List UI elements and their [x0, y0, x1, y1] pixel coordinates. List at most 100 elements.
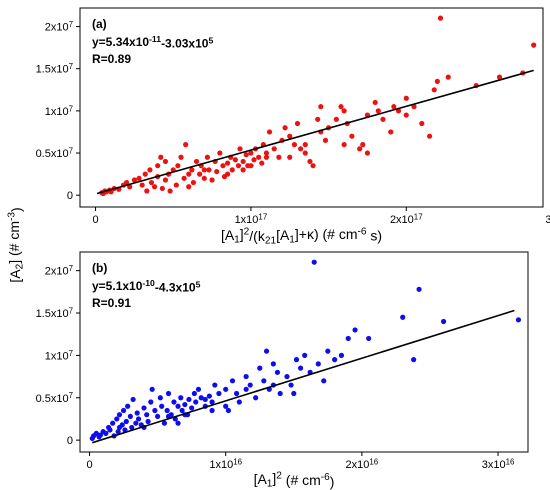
data-point — [257, 365, 263, 371]
data-point — [341, 108, 347, 114]
fit-annotation: R=0.89 — [92, 52, 131, 66]
data-point — [345, 335, 351, 342]
data-point — [302, 150, 308, 156]
data-point — [307, 158, 313, 165]
data-point — [247, 382, 253, 388]
data-point — [162, 177, 169, 183]
y-tick-label: 1.5x107​ — [36, 306, 73, 320]
data-point — [403, 95, 409, 101]
data-point — [201, 167, 207, 173]
data-point — [149, 386, 155, 392]
data-point — [129, 424, 135, 431]
data-point — [318, 104, 324, 110]
panel-label: (a) — [92, 17, 107, 31]
data-point — [155, 413, 161, 420]
data-point — [411, 104, 417, 110]
fit-line — [92, 309, 515, 444]
data-point — [445, 74, 451, 80]
data-point — [352, 327, 358, 333]
data-point — [114, 416, 120, 422]
data-point — [186, 171, 192, 177]
data-point — [243, 386, 249, 392]
data-point — [134, 410, 140, 416]
data-point — [237, 146, 243, 152]
data-point — [179, 407, 185, 414]
data-point — [195, 386, 202, 392]
data-point — [225, 160, 231, 166]
data-point — [136, 175, 142, 181]
data-point — [261, 378, 267, 384]
data-point — [178, 395, 184, 401]
data-point — [233, 390, 240, 397]
data-point — [251, 157, 257, 163]
y-tick-label: 1.5x107​ — [36, 62, 73, 76]
data-point — [287, 154, 293, 160]
data-point — [434, 78, 440, 84]
data-point — [223, 403, 229, 409]
data-point — [115, 429, 121, 435]
data-point — [175, 403, 181, 409]
data-point — [357, 146, 363, 152]
data-point — [135, 416, 142, 422]
data-point — [148, 399, 154, 405]
data-point — [183, 142, 189, 148]
y-tick-label: 0 — [67, 435, 73, 447]
data-point — [302, 142, 308, 148]
x-tick-label: 2x1017​ — [390, 212, 423, 226]
y-tick-label: 0.5x107​ — [36, 146, 73, 160]
data-point — [130, 396, 136, 403]
data-point — [229, 378, 236, 384]
data-point — [181, 175, 187, 181]
data-point — [315, 361, 321, 367]
shared-y-axis-label: [A2] (# cm-3) — [6, 207, 26, 282]
data-point — [322, 137, 329, 143]
data-point — [287, 133, 293, 139]
x-tick-label: 0 — [86, 459, 92, 471]
data-point — [214, 168, 220, 175]
data-point — [243, 373, 249, 380]
data-point — [225, 171, 231, 177]
data-point — [274, 369, 281, 375]
data-point — [223, 386, 229, 392]
data-point — [159, 403, 165, 409]
data-point — [248, 150, 254, 156]
y-tick-label: 0.5x107​ — [36, 391, 73, 405]
data-point — [391, 104, 397, 110]
data-point — [364, 150, 371, 156]
data-point — [315, 116, 321, 122]
data-point — [157, 395, 163, 401]
data-point — [197, 171, 203, 177]
y-tick-label: 1x107​ — [45, 104, 73, 118]
fit-line — [96, 69, 534, 195]
data-point — [416, 286, 422, 292]
data-point — [151, 184, 158, 190]
data-point — [302, 352, 308, 358]
data-point — [144, 188, 150, 194]
data-point — [144, 412, 150, 418]
data-point — [167, 188, 173, 194]
data-point — [120, 407, 127, 414]
data-point — [240, 158, 246, 165]
data-point — [209, 177, 215, 183]
data-point — [212, 382, 218, 388]
data-point — [235, 163, 242, 169]
data-point — [291, 142, 298, 148]
y-tick-label: 0 — [67, 190, 73, 202]
y-tick-label: 1x107​ — [45, 349, 73, 363]
data-point — [175, 420, 181, 426]
data-point — [256, 154, 262, 160]
data-point — [193, 158, 200, 165]
data-point — [310, 163, 316, 169]
data-point — [171, 399, 177, 405]
x-axis-label: [A1]2 (# cm-6) — [254, 470, 335, 490]
data-point — [189, 167, 195, 173]
data-point — [186, 184, 192, 190]
x-tick-label: 2x1016​ — [346, 457, 379, 471]
data-point — [294, 120, 301, 127]
data-point — [325, 348, 331, 354]
data-point — [437, 15, 444, 21]
data-point — [189, 405, 195, 411]
data-point — [206, 167, 212, 173]
data-point — [431, 87, 437, 93]
